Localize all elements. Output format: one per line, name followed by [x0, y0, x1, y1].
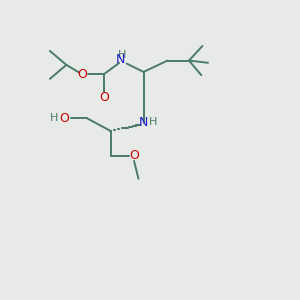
Text: H: H — [118, 50, 126, 60]
Text: O: O — [129, 149, 139, 162]
Text: N: N — [138, 116, 148, 129]
Text: H: H — [50, 113, 58, 124]
Text: N: N — [116, 53, 125, 67]
Text: H: H — [149, 117, 157, 127]
Text: O: O — [78, 68, 88, 80]
Text: O: O — [59, 112, 69, 125]
Text: O: O — [99, 91, 109, 104]
